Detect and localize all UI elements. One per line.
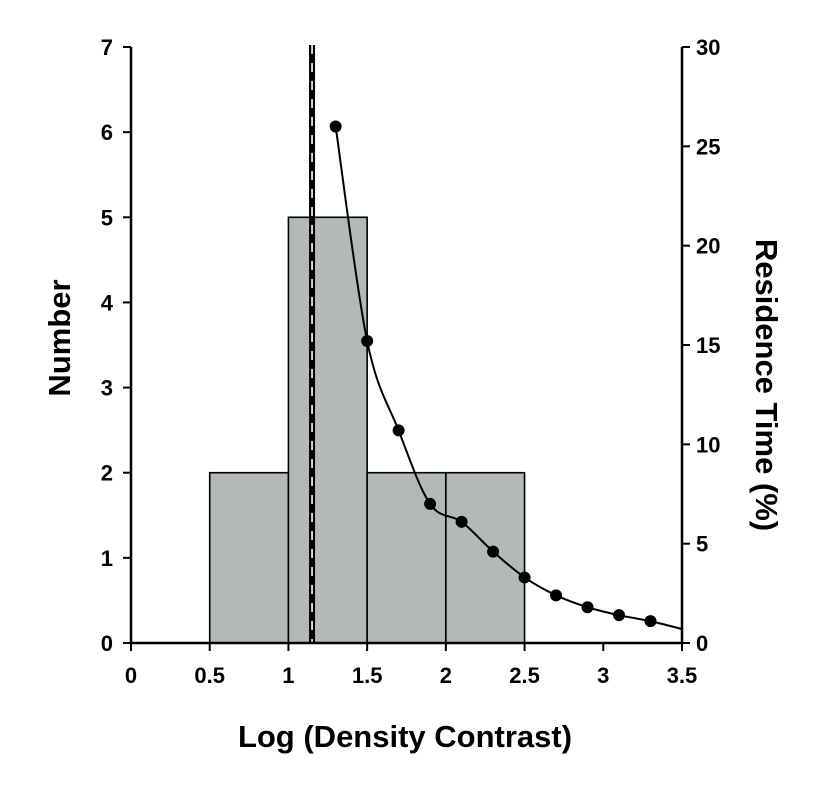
x-tick-label: 1 xyxy=(282,663,294,688)
residence-time-series xyxy=(329,120,683,631)
residence-time-point xyxy=(518,571,531,584)
y2-tick-label: 0 xyxy=(696,631,708,656)
x-tick-label: 0.5 xyxy=(194,663,225,688)
y-tick-label: 5 xyxy=(101,205,113,230)
x-tick-label: 2 xyxy=(440,663,452,688)
histogram-bar xyxy=(287,216,368,644)
y2-tick-label: 20 xyxy=(696,234,720,259)
y-tick-label: 3 xyxy=(101,376,113,401)
histogram-bar xyxy=(445,471,526,644)
x-tick-label: 0 xyxy=(125,663,137,688)
y-tick-label: 4 xyxy=(101,290,114,315)
residence-time-point xyxy=(455,515,468,528)
x-tick-label: 1.5 xyxy=(352,663,383,688)
y2-tick-label: 25 xyxy=(696,134,720,159)
residence-time-point xyxy=(581,601,594,614)
x-tick-label: 2.5 xyxy=(509,663,540,688)
histogram-bar xyxy=(366,471,447,644)
y-axis-title: Number xyxy=(42,279,77,396)
y2-tick-label: 10 xyxy=(696,432,720,457)
y2-tick-label: 30 xyxy=(696,35,720,60)
y-tick-label: 6 xyxy=(101,120,113,145)
y-tick-label: 1 xyxy=(101,546,113,571)
y2-axis-title: Residence Time (%) xyxy=(749,239,784,531)
axes xyxy=(123,46,690,651)
residence-time-point xyxy=(424,497,437,510)
y2-tick-label: 15 xyxy=(696,333,720,358)
residence-time-point xyxy=(644,615,657,628)
residence-time-point xyxy=(329,120,342,133)
residence-time-point xyxy=(550,589,563,602)
residence-time-point xyxy=(613,609,626,622)
y-tick-label: 7 xyxy=(101,35,113,60)
residence-time-point xyxy=(392,424,405,437)
x-tick-label: 3 xyxy=(597,663,609,688)
x-tick-label: 3.5 xyxy=(667,663,698,688)
x-axis-title: Log (Density Contrast) xyxy=(238,719,572,754)
histogram-bar xyxy=(208,471,290,644)
residence-time-point xyxy=(487,545,500,558)
residence-time-point xyxy=(361,335,374,348)
histogram-bars xyxy=(208,216,526,644)
y-tick-label: 2 xyxy=(101,461,113,486)
y2-tick-label: 5 xyxy=(696,532,708,557)
tick-labels: 0 0.5 1 1.5 2 2.5 3 3.5 0 1 2 3 4 5 6 7 0 5 10 15 20 25 30 xyxy=(101,35,721,688)
y-tick-label: 0 xyxy=(101,631,113,656)
